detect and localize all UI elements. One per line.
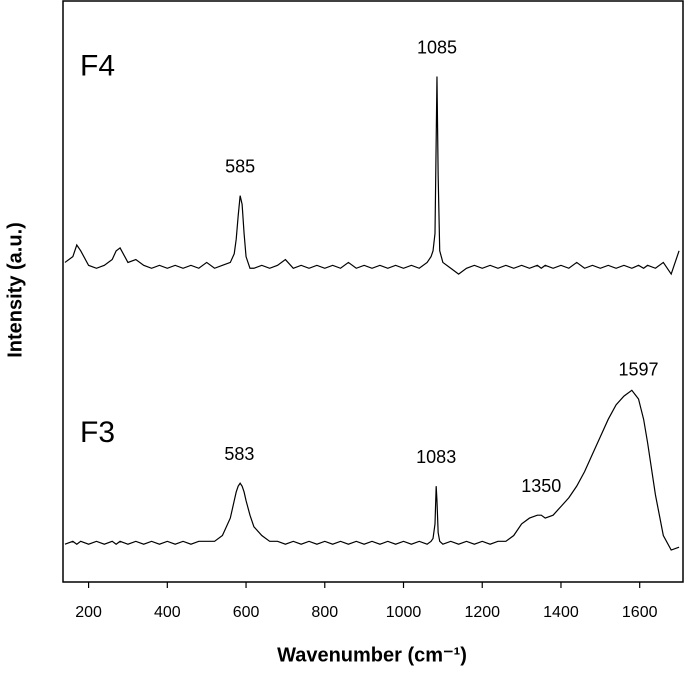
peak-label: 1350: [521, 476, 561, 496]
series-label: F4: [80, 49, 115, 82]
x-tick-label: 1000: [386, 604, 422, 621]
y-axis-label: Intensity (a.u.): [4, 222, 26, 358]
peak-label: 585: [225, 156, 255, 176]
peak-label: 1085: [417, 37, 457, 57]
x-tick-label: 1600: [622, 604, 658, 621]
series-label: F3: [80, 416, 115, 449]
peak-label: 583: [224, 444, 254, 464]
x-tick-label: 800: [311, 604, 338, 621]
peak-label: 1083: [416, 447, 456, 467]
x-tick-label: 1200: [464, 604, 500, 621]
spectrum-line: [64, 76, 680, 276]
x-tick-label: 400: [154, 604, 181, 621]
x-axis-label: Wavenumber (cm⁻¹): [277, 644, 467, 666]
spectrum-line: [64, 389, 680, 551]
peak-label: 1597: [618, 360, 658, 380]
x-tick-label: 600: [233, 604, 260, 621]
x-tick-label: 1400: [543, 604, 579, 621]
plot-frame: [62, 0, 684, 583]
x-tick-label: 200: [75, 604, 102, 621]
